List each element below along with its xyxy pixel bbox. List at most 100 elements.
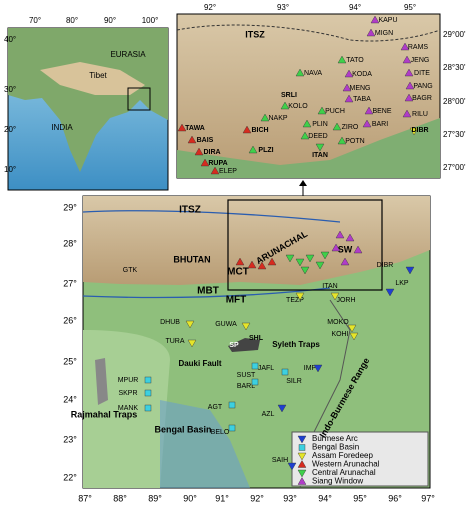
label: Dauki Fault (178, 359, 221, 368)
label: NAKP (268, 115, 287, 122)
label: ITSZ (245, 29, 265, 39)
lat-tick-label: 24° (63, 394, 77, 404)
station-marker (248, 145, 258, 154)
label: RAMS (408, 44, 429, 51)
label: POTN (345, 138, 364, 145)
label: SRLI (281, 92, 297, 99)
station-marker (187, 339, 197, 348)
legend-label: Bengal Basin (312, 443, 359, 452)
label: ZIRO (342, 124, 359, 131)
station-marker (298, 444, 306, 451)
label: BARI (372, 121, 388, 128)
station-marker (247, 260, 257, 269)
station-marker (242, 125, 252, 134)
station-marker (144, 389, 152, 397)
lon-tick-label: 88° (113, 493, 127, 503)
label: JORH (336, 297, 355, 304)
lon-tick-label: 90° (104, 16, 116, 25)
station-marker (302, 119, 312, 128)
label: SP (229, 342, 239, 349)
legend-label: Western Arunachal (312, 460, 380, 469)
station-marker (331, 243, 341, 252)
station-marker (228, 401, 236, 409)
label: MFT (226, 295, 247, 306)
station-marker (300, 266, 310, 275)
station-marker (362, 119, 372, 128)
station-marker (305, 254, 315, 263)
station-marker (194, 147, 204, 156)
lat-tick-label: 10° (4, 165, 16, 174)
label: PANG (413, 83, 432, 90)
label: IMP (304, 365, 317, 372)
station-marker (337, 136, 347, 145)
label: DIBR (411, 127, 428, 134)
lat-tick-label: 29°00' (443, 30, 466, 39)
lon-tick-label: 94° (318, 493, 332, 503)
station-marker (405, 266, 415, 275)
lon-tick-label: 100° (142, 16, 159, 25)
station-marker (251, 362, 259, 370)
station-marker (330, 292, 340, 301)
label: TURA (165, 338, 184, 345)
station-marker (241, 322, 251, 331)
label: SKPR (118, 390, 137, 397)
station-marker (295, 292, 305, 301)
label: GUWA (215, 321, 237, 328)
lat-tick-label: 23° (63, 434, 77, 444)
station-marker (144, 404, 152, 412)
label: DIRA (203, 149, 220, 156)
label: MOKO (327, 319, 349, 326)
station-marker (281, 368, 289, 376)
station-marker (235, 257, 245, 266)
station-marker (295, 68, 305, 77)
label: BICH (251, 127, 268, 134)
station-marker (187, 135, 197, 144)
label: MBT (197, 286, 219, 297)
lat-tick-label: 20° (4, 125, 16, 134)
lon-tick-label: 92° (250, 493, 264, 503)
station-marker (344, 94, 354, 103)
label: KODA (352, 71, 372, 78)
station-marker (257, 261, 267, 270)
label: ITAN (322, 283, 337, 290)
lon-tick-label: 94° (349, 3, 361, 12)
label: ELEP (219, 168, 237, 175)
label: MANK (118, 405, 139, 412)
label: BAIS (197, 137, 214, 144)
lat-tick-label: 25° (63, 356, 77, 366)
label: ITAN (312, 152, 328, 159)
station-marker (200, 158, 210, 167)
lat-tick-label: 30° (4, 85, 16, 94)
station-marker (409, 127, 419, 136)
station-marker (280, 101, 290, 110)
station-marker (340, 257, 350, 266)
lon-tick-label: 92° (204, 3, 216, 12)
inset-map (7, 27, 169, 191)
station-marker (332, 122, 342, 131)
label: TATO (346, 57, 364, 64)
station-marker (285, 254, 295, 263)
label: KOHI (331, 331, 348, 338)
station-marker (260, 113, 270, 122)
lon-tick-label: 96° (388, 493, 402, 503)
lat-tick-label: 29° (63, 202, 77, 212)
station-marker (344, 69, 354, 78)
station-marker (315, 261, 325, 270)
label: BELO (211, 429, 230, 436)
label: GTK (123, 267, 138, 274)
label: SILR (286, 378, 302, 385)
lon-tick-label: 97° (421, 493, 435, 503)
label: LKP (395, 280, 409, 287)
lon-tick-label: 89° (148, 493, 162, 503)
lat-tick-label: 27°00' (443, 163, 466, 172)
lat-tick-label: 27°30' (443, 130, 466, 139)
label: MENG (350, 85, 371, 92)
label: SW (338, 244, 353, 254)
station-marker (349, 332, 359, 341)
station-marker (210, 166, 220, 175)
station-marker (251, 378, 259, 386)
label: NAVA (304, 70, 322, 77)
label: PLIN (312, 121, 328, 128)
lon-tick-label: 95° (404, 3, 416, 12)
